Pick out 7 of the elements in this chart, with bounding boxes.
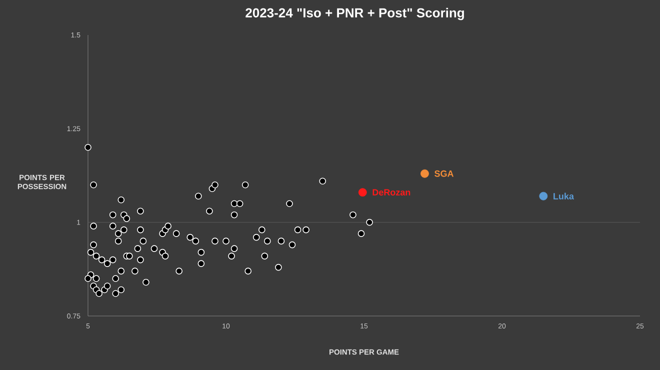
series-label: DeRozan	[372, 189, 410, 196]
series-label: SGA	[434, 170, 454, 177]
point	[358, 188, 367, 197]
point	[539, 192, 548, 200]
chart-title: 2023-24 "Iso + PNR + Post" Scoring	[246, 8, 464, 20]
point	[420, 169, 429, 178]
series-label: Luka	[554, 192, 574, 200]
